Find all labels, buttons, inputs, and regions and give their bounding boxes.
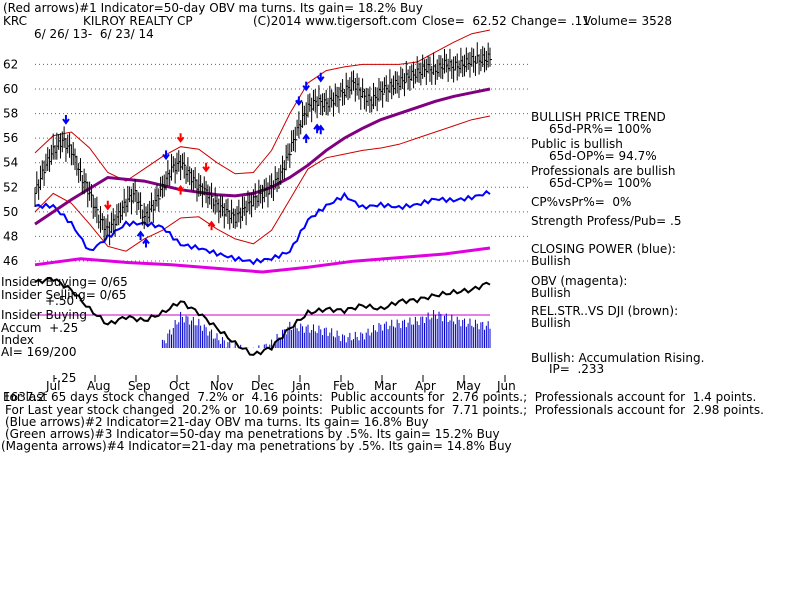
index-label: Index: [1, 333, 35, 347]
month-label: Dec: [251, 379, 274, 393]
blue-arrow-down: [316, 72, 325, 83]
company-name: KILROY REALTY CP: [83, 14, 193, 28]
last-year-summary: For Last year stock changed 20.2% or 10.…: [5, 403, 764, 417]
ma50-series: [34, 87, 491, 226]
month-label: Mar: [374, 379, 397, 393]
month-label: Oct: [169, 379, 190, 393]
strength-ratio: Strength Profess/Pub= .5: [531, 214, 682, 228]
rel-str-status: Bullish: [531, 316, 571, 330]
y-tick-label: 52: [3, 180, 18, 194]
blue-arrow-down: [62, 115, 70, 125]
month-label: Jul: [45, 379, 60, 393]
y-tick-label: 58: [3, 107, 18, 121]
month-label: Aug: [87, 379, 110, 393]
band_lower-line: [34, 115, 491, 252]
accum-label: Accum +.25: [1, 321, 79, 335]
accumulation-histogram: [161, 309, 491, 348]
month-label: May: [456, 379, 481, 393]
month-labels: Jul Aug Sep Oct Nov Dec Jan Feb Mar Apr May Jun: [45, 375, 516, 393]
red-arrow-up: [176, 184, 185, 195]
accum-plus50: +.50: [45, 294, 75, 308]
closing-power-title: CLOSING POWER (blue):: [531, 242, 676, 256]
obv-series: [34, 246, 491, 274]
signal-arrows: [62, 72, 325, 248]
y-tick-label: 48: [3, 229, 18, 243]
public-bullish: Public is bullish: [531, 137, 623, 151]
date-range: 6/ 26/ 13- 6/ 23/ 14: [34, 27, 154, 41]
volume-value: Volume= 3528: [583, 14, 673, 28]
ma50-line: [34, 87, 491, 226]
red-arrow-down: [202, 162, 210, 173]
price-bars: [34, 42, 492, 246]
cp-value: 65d-CP%= 100%: [549, 176, 652, 190]
y-tick-label: 60: [3, 82, 18, 96]
month-label: Jun: [496, 379, 516, 393]
price-bands: [34, 29, 491, 252]
blue-arrow-down: [162, 150, 170, 161]
band_upper-line: [34, 29, 491, 182]
blue-arrow-up: [142, 237, 150, 248]
change-value: Change= .11: [511, 14, 590, 28]
insider-selling: Insider Selling= 0/65: [1, 288, 127, 302]
red-arrow-down: [176, 133, 185, 143]
cp-vs-pr: CP%vsPr%= 0%: [531, 195, 632, 209]
month-label: Nov: [210, 379, 233, 393]
insider-buying-label: Insider Buying: [1, 308, 87, 322]
trend-title: BULLISH PRICE TREND: [531, 110, 666, 124]
red-arrow-down: [104, 200, 112, 211]
blue-arrow-up: [316, 124, 325, 135]
y-tick-labels: 62 60 58 56 54 52 50 48 46: [3, 57, 18, 268]
month-label: Apr: [415, 379, 436, 393]
professionals-bullish: Professionals are bullish: [531, 164, 676, 178]
relative-strength-line: [34, 276, 491, 356]
indicator-2-caption: (Blue arrows)#2 Indicator=21-day OBV ma …: [5, 415, 429, 429]
rel-str-series: [34, 276, 491, 356]
y-tick-label: 62: [3, 57, 18, 71]
close-value: Close= 62.52: [422, 14, 507, 28]
indicator-1-caption: (Red arrows)#1 Indicator=50-day OBV ma t…: [3, 1, 423, 15]
ip-value: IP= .233: [549, 362, 605, 376]
y-tick-label: 56: [3, 131, 18, 145]
month-label: Jan: [291, 379, 311, 393]
red-arrow-up: [207, 220, 216, 231]
accumulation-status: Bullish: Accumulation Rising.: [531, 351, 705, 365]
accum-minus25: -.25: [53, 371, 77, 385]
op-value: 65d-OP%= 94.7%: [549, 149, 657, 163]
last-65-days-summary: For last 65 days stock changed 7.2% or 4…: [3, 390, 757, 404]
ai-value: AI= 169/200: [1, 345, 77, 359]
blue-arrow-up: [302, 133, 310, 144]
obv-title: OBV (magenta):: [531, 274, 628, 288]
blue-arrow-down: [295, 96, 303, 107]
insider-buying: Insider Buying= 0/65: [1, 275, 128, 289]
obv-line: [34, 246, 491, 274]
price-gridlines: [35, 63, 530, 316]
overprint-value: 1637.2: [3, 390, 45, 404]
ticker-symbol: KRC: [3, 14, 27, 28]
month-label: Feb: [333, 379, 354, 393]
closing-power-line: [34, 189, 491, 266]
blue-arrow-up: [136, 230, 145, 241]
obv-status: Bullish: [531, 286, 571, 300]
y-tick-label: 46: [3, 254, 18, 268]
indicator-3-caption: (Green arrows)#3 Indicator=50-day ma pen…: [5, 427, 500, 441]
blue-arrow-down: [302, 81, 310, 92]
indicator-4-caption: (Magenta arrows)#4 Indicator=21-day ma p…: [1, 439, 512, 453]
closing-power-status: Bullish: [531, 254, 571, 268]
y-tick-label: 50: [3, 205, 18, 219]
closing-power-series: [34, 189, 491, 266]
rel-str-title: REL.STR..VS DJI (brown):: [531, 304, 679, 318]
y-tick-label: 54: [3, 156, 18, 170]
pr-value: 65d-PR%= 100%: [549, 122, 652, 136]
copyright: (C)2014 www.tigersoft.com: [253, 14, 417, 28]
month-label: Sep: [128, 379, 151, 393]
